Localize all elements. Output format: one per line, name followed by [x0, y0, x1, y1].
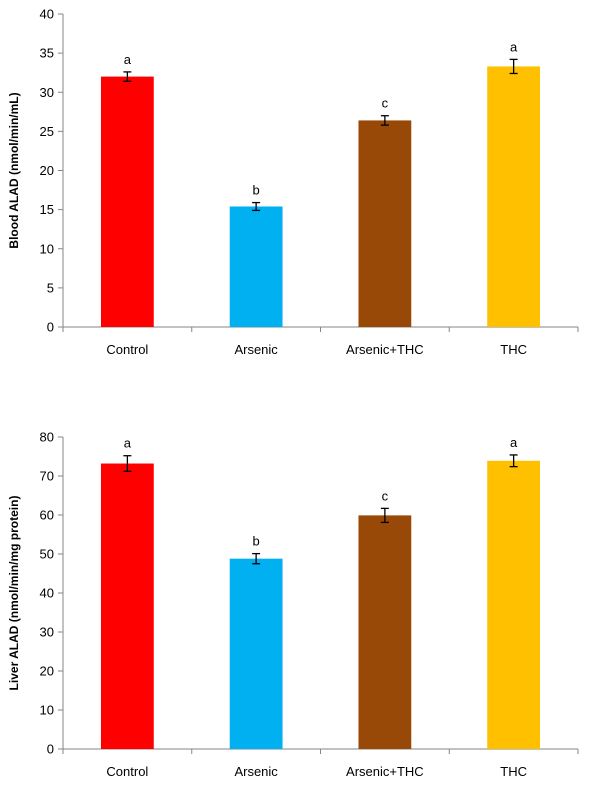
error-bar [123, 455, 132, 472]
y-tick-label: 10 [40, 703, 54, 718]
y-tick-label: 50 [40, 547, 54, 562]
x-category-label: Arsenic+THC [346, 342, 424, 357]
x-category-label: THC [500, 764, 527, 779]
y-tick-label: 0 [47, 320, 54, 335]
significance-label: a [510, 39, 518, 54]
x-category-label: Arsenic [234, 764, 278, 779]
y-tick-label: 80 [40, 430, 54, 445]
y-tick-label: 30 [40, 625, 54, 640]
error-bar [509, 454, 518, 468]
y-tick-label: 40 [40, 7, 54, 22]
significance-label: a [510, 435, 518, 450]
y-tick-label: 20 [40, 163, 54, 178]
y-tick-label: 40 [40, 586, 54, 601]
x-category-label: Control [106, 342, 148, 357]
x-category-label: Control [106, 764, 148, 779]
y-tick-label: 5 [47, 280, 54, 295]
bar-arsenic [229, 558, 283, 749]
x-category-label: THC [500, 342, 527, 357]
bar-arsenic [229, 206, 283, 327]
y-tick-label: 25 [40, 124, 54, 139]
bar-thc [487, 66, 541, 328]
significance-label: c [382, 96, 389, 111]
bar-arsenic-thc [358, 120, 412, 327]
y-tick-label: 30 [40, 85, 54, 100]
error-bar [509, 58, 518, 75]
y-tick-label: 15 [40, 202, 54, 217]
y-tick-label: 0 [47, 742, 54, 757]
y-axis-label: Blood ALAD (nmol/min/mL) [7, 92, 21, 248]
x-category-label: Arsenic+THC [346, 764, 424, 779]
bar-control [100, 76, 154, 327]
error-bar [380, 115, 389, 126]
y-tick-label: 35 [40, 46, 54, 61]
chart-1: 0 5 10 15 20 25 30 35 40 Blood ALAD (nmol/min/mL)… [7, 7, 579, 357]
chart-2: 0 10 20 30 40 50 60 70 80 Liver ALAD (nmol/min/mg… [7, 430, 579, 779]
y-tick-label: 60 [40, 508, 54, 523]
error-bar [252, 201, 261, 212]
bar-arsenic-thc [358, 515, 412, 749]
error-bar [252, 552, 261, 565]
y-tick-label: 10 [40, 241, 54, 256]
bar-thc [487, 460, 541, 749]
y-tick-label: 20 [40, 664, 54, 679]
y-tick-label: 70 [40, 469, 54, 484]
error-bar [380, 507, 389, 524]
error-bar [123, 71, 132, 82]
significance-label: b [253, 183, 260, 198]
bar-control [100, 463, 154, 749]
significance-label: c [382, 488, 389, 503]
y-axis-label: Liver ALAD (nmol/min/mg protein) [7, 496, 21, 691]
x-category-label: Arsenic [234, 342, 278, 357]
significance-label: b [253, 534, 260, 549]
significance-label: a [124, 436, 132, 451]
significance-label: a [124, 52, 132, 67]
